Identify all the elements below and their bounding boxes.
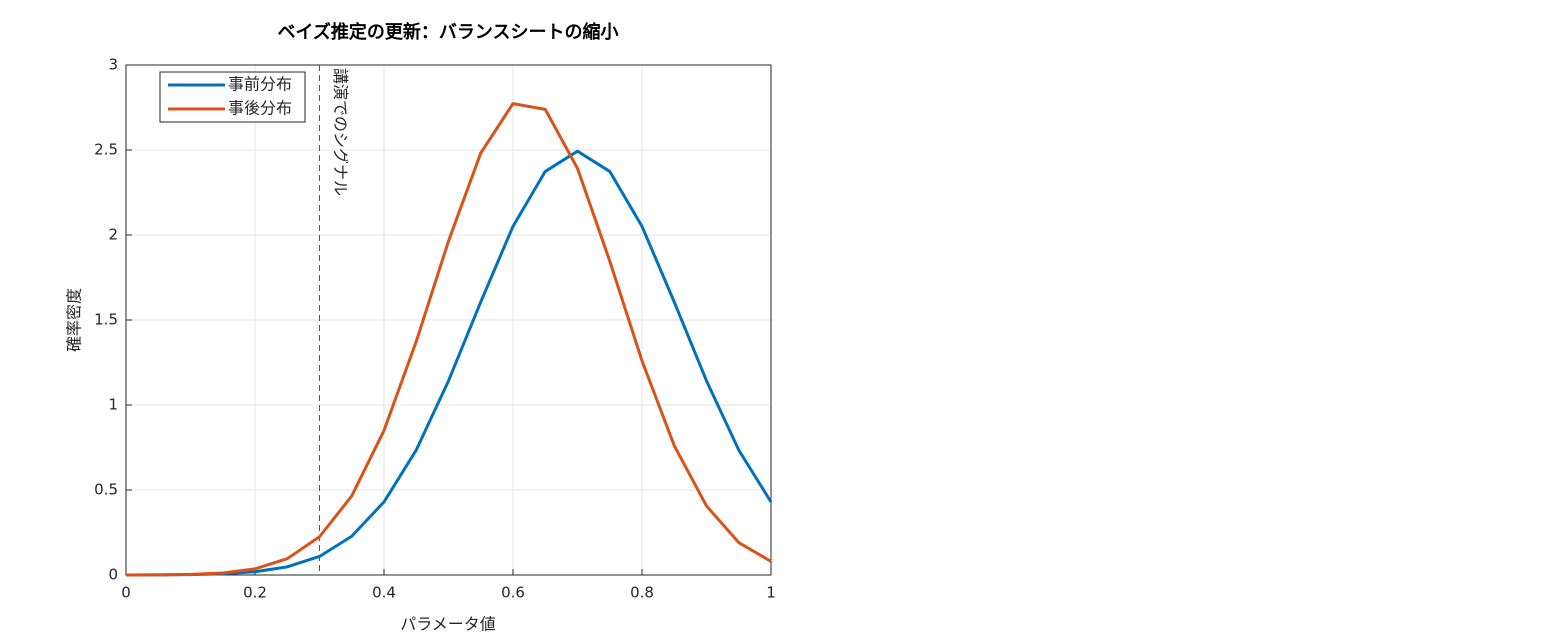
reference-label: 講演でのシグナル: [331, 68, 350, 196]
legend-label: 事後分布: [228, 99, 292, 118]
x-axis-label: パラメータ値: [400, 615, 496, 634]
legend-box: [159, 71, 306, 123]
x-tick-label: 1: [766, 584, 776, 602]
axes-box: [125, 64, 772, 576]
y-tick-label: 1: [108, 396, 118, 414]
y-tick-label: 1.5: [94, 311, 118, 329]
y-tick-label: 0: [108, 566, 118, 584]
x-tick-label: 0.6: [501, 584, 525, 602]
y-axis-label: 確率密度: [65, 288, 84, 352]
x-tick-label: 0.4: [372, 584, 396, 602]
y-tick-label: 2.5: [94, 141, 118, 159]
legend-label: 事前分布: [228, 75, 292, 94]
x-tick-label: 0.2: [243, 584, 267, 602]
series-line: [125, 102, 772, 577]
y-tick-label: 3: [108, 56, 118, 74]
x-tick-label: 0.8: [630, 584, 654, 602]
series-line: [125, 149, 773, 577]
chart-title: ベイズ推定の更新：バランスシートの縮小: [277, 21, 618, 43]
x-tick-label: 0: [121, 584, 131, 602]
y-tick-label: 2: [108, 226, 118, 244]
y-tick-label: 0.5: [94, 481, 118, 499]
